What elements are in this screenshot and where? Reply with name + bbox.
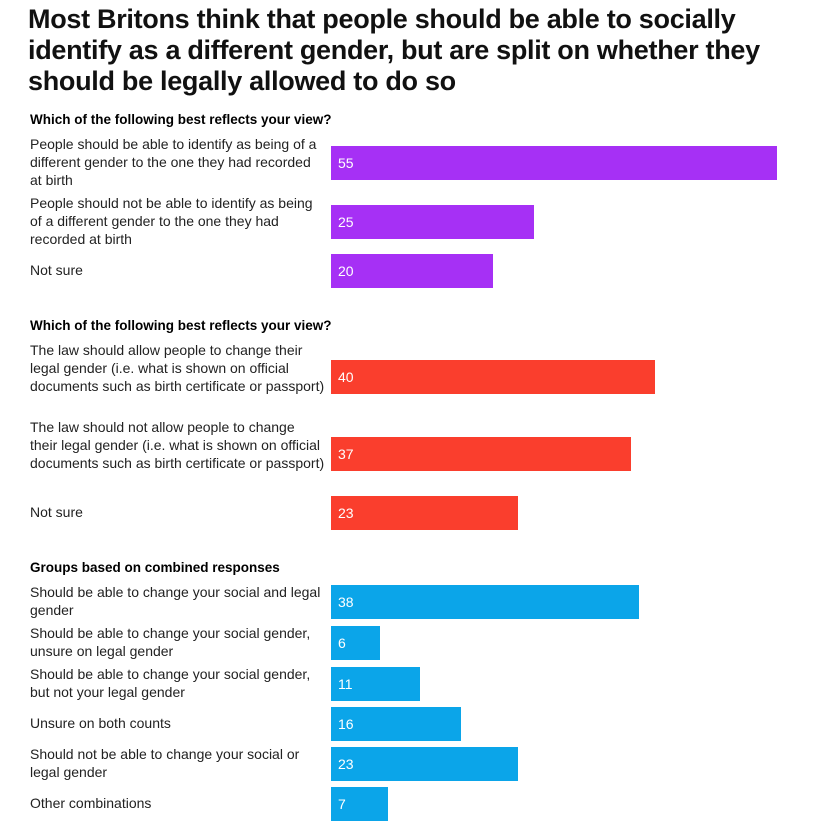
category-label: Not sure: [30, 504, 83, 520]
data-label: 7: [338, 796, 346, 812]
data-label: 23: [338, 505, 354, 521]
data-label: 55: [338, 155, 354, 171]
data-label: 40: [338, 369, 354, 385]
bar: 38: [331, 585, 639, 619]
bar: 20: [331, 254, 493, 288]
bar: 11: [331, 667, 420, 701]
data-label: 38: [338, 594, 354, 610]
category-label: Unsure on both counts: [30, 715, 171, 731]
bar: 23: [331, 747, 518, 781]
category-label: Other combinations: [30, 795, 152, 811]
bar: 6: [331, 626, 380, 660]
bar: 23: [331, 496, 518, 530]
data-label: 6: [338, 635, 346, 651]
data-label: 25: [338, 214, 354, 230]
bar: 16: [331, 707, 461, 741]
category-label: The law should not allow people to chang…: [30, 419, 325, 471]
section-heading: Which of the following best reflects you…: [30, 112, 332, 127]
data-label: 37: [338, 446, 354, 462]
bar: 37: [331, 437, 631, 471]
section-heading: Groups based on combined responses: [30, 560, 280, 575]
category-label: People should be able to identify as bei…: [30, 136, 317, 188]
category-label: Should not be able to change your social…: [30, 746, 300, 780]
bar: 25: [331, 205, 534, 239]
data-label: 20: [338, 263, 354, 279]
data-label: 23: [338, 756, 354, 772]
category-label: Not sure: [30, 262, 83, 278]
data-label: 16: [338, 716, 354, 732]
bar: 40: [331, 360, 655, 394]
bar: 55: [331, 146, 777, 180]
category-label: Should be able to change your social and…: [30, 584, 321, 618]
bar: 7: [331, 787, 388, 821]
chart-title: Most Britons think that people should be…: [28, 4, 760, 96]
category-label: People should not be able to identify as…: [30, 195, 313, 247]
category-label: The law should allow people to change th…: [30, 342, 325, 394]
data-label: 11: [338, 676, 353, 692]
section-heading: Which of the following best reflects you…: [30, 318, 332, 333]
category-label: Should be able to change your social gen…: [30, 666, 311, 700]
category-label: Should be able to change your social gen…: [30, 625, 311, 659]
